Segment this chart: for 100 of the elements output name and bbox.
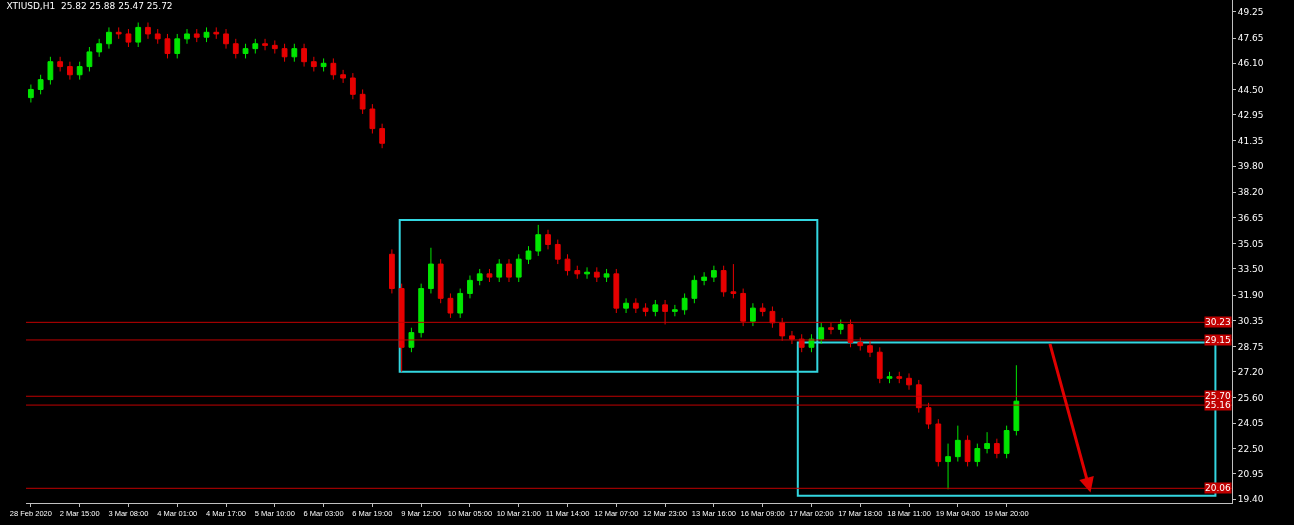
candlestick xyxy=(320,57,327,72)
candlestick xyxy=(681,292,688,316)
ref-line-label: 20.06 xyxy=(1205,483,1232,493)
candlestick xyxy=(564,253,571,276)
candlestick xyxy=(789,330,795,345)
candlestick xyxy=(379,123,386,149)
candlestick xyxy=(252,38,259,55)
candlestick xyxy=(96,38,103,58)
candlestick xyxy=(593,266,600,283)
candlestick xyxy=(867,340,873,358)
candlestick xyxy=(545,229,551,250)
candlestick xyxy=(740,288,747,327)
candlestick xyxy=(174,33,181,59)
candlestick xyxy=(135,22,142,48)
candlestick xyxy=(701,271,708,286)
candlestick xyxy=(125,28,132,48)
candlestick xyxy=(945,443,951,490)
candlestick xyxy=(603,268,610,283)
ref-line-label: 25.16 xyxy=(1205,400,1232,410)
candlestick xyxy=(711,265,717,283)
candlestick xyxy=(896,371,903,384)
candlestick xyxy=(964,434,971,467)
y-tick-label: 28.75 xyxy=(1237,341,1264,352)
candlestick xyxy=(993,438,1000,459)
candlestick xyxy=(203,26,210,43)
candlestick xyxy=(369,103,376,134)
candlestick xyxy=(301,43,307,68)
candlestick xyxy=(437,258,444,304)
y-tick-label: 38.20 xyxy=(1237,187,1264,198)
candlestick xyxy=(506,258,512,283)
candlestick xyxy=(613,268,620,314)
candlestick xyxy=(389,248,395,294)
candlestick xyxy=(349,72,356,100)
candlestick xyxy=(37,74,44,95)
candlestick xyxy=(818,322,825,345)
candlestick xyxy=(935,418,942,467)
candlestick xyxy=(750,302,756,327)
candlestick xyxy=(115,26,122,40)
candlestick xyxy=(398,283,405,373)
candlestick xyxy=(525,245,532,265)
candlestick xyxy=(271,39,278,55)
candlestick xyxy=(467,274,473,299)
candlestick xyxy=(106,26,112,50)
candlestick xyxy=(310,56,317,72)
candlestick xyxy=(184,28,190,45)
candlestick xyxy=(954,425,961,463)
y-tick-label: 27.20 xyxy=(1237,366,1264,377)
y-tick-label: 47.65 xyxy=(1237,33,1264,44)
candlestick xyxy=(662,299,668,325)
candlestick xyxy=(623,297,629,314)
candlestick xyxy=(847,319,854,348)
ref-line-label: 25.70 xyxy=(1205,391,1232,401)
y-tick-label: 39.80 xyxy=(1237,161,1264,172)
y-tick-label: 49.25 xyxy=(1237,7,1264,18)
y-tick-label: 41.35 xyxy=(1237,136,1264,146)
y-tick-label: 22.50 xyxy=(1237,443,1264,454)
candlestick xyxy=(242,43,249,59)
y-tick-label: 31.90 xyxy=(1237,290,1264,301)
candlestick xyxy=(671,304,678,317)
candlestick xyxy=(291,43,298,63)
candlestick xyxy=(418,283,425,339)
ref-line-label: 30.23 xyxy=(1205,317,1231,327)
candlestick xyxy=(359,88,366,115)
candlestick xyxy=(984,431,990,454)
candlestick xyxy=(779,317,786,342)
candlestick xyxy=(652,299,659,317)
candlestick xyxy=(769,306,776,329)
candlestick xyxy=(730,263,737,299)
candlestick xyxy=(223,28,229,50)
candlestick xyxy=(27,84,34,103)
candlestick xyxy=(691,274,698,304)
candlestick xyxy=(759,302,766,317)
y-tick-label: 35.05 xyxy=(1237,238,1264,249)
y-tick-label: 44.50 xyxy=(1237,84,1264,95)
candlestick xyxy=(632,297,639,314)
candlestick xyxy=(574,265,581,280)
y-tick-label: 20.95 xyxy=(1237,468,1264,479)
y-tick-label: 19.40 xyxy=(1237,494,1264,505)
candlestick xyxy=(281,43,288,63)
candlestick xyxy=(515,253,522,283)
candlestick xyxy=(1013,364,1020,436)
candlestick xyxy=(447,292,454,319)
candlestick xyxy=(428,247,434,294)
candlestick xyxy=(974,443,981,467)
candlestick xyxy=(496,258,503,283)
candlestick xyxy=(193,28,200,43)
candlestick xyxy=(828,322,834,335)
candlestick xyxy=(925,402,932,430)
candlestick xyxy=(86,46,93,72)
candlestick xyxy=(1003,425,1010,459)
candlestick xyxy=(886,371,893,384)
y-tick-label: 30.35 xyxy=(1237,315,1264,326)
candlestick xyxy=(213,26,220,40)
candlestick xyxy=(164,33,171,59)
candlestick xyxy=(76,61,83,81)
y-tick-label: 25.60 xyxy=(1237,393,1264,404)
ref-line-label: 29.15 xyxy=(1205,335,1231,345)
candlestick xyxy=(720,265,727,298)
candlestick xyxy=(57,56,64,72)
candlestick xyxy=(642,302,649,317)
